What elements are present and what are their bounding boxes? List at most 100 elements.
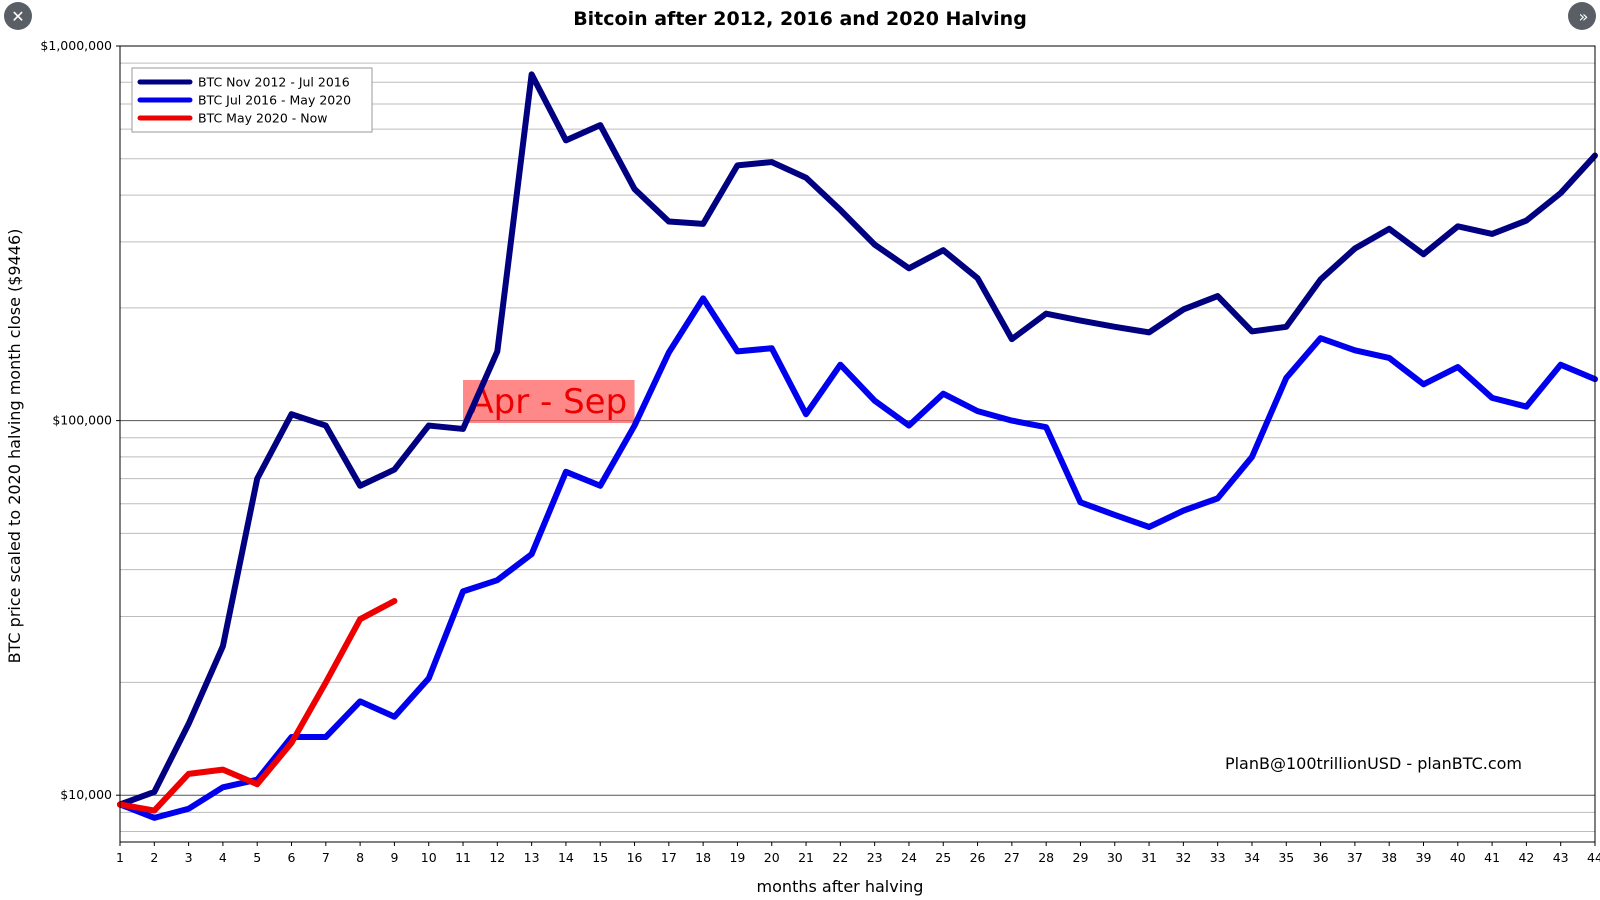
x-tick-label: 33 [1210, 850, 1226, 865]
x-tick-label: 15 [592, 850, 608, 865]
next-button[interactable]: ›› [1568, 2, 1596, 30]
data-point [152, 809, 156, 813]
data-point [1216, 496, 1220, 500]
data-point [1147, 525, 1151, 529]
data-point [1147, 330, 1151, 334]
data-point [427, 424, 431, 428]
data-point [1490, 232, 1494, 236]
data-point [255, 782, 259, 786]
data-point [152, 790, 156, 794]
x-tick-label: 44 [1587, 850, 1600, 865]
data-point [1319, 278, 1323, 282]
y-tick-label: $10,000 [60, 787, 112, 802]
x-tick-label: 38 [1381, 850, 1397, 865]
data-point [290, 412, 294, 416]
x-tick-label: 42 [1518, 850, 1534, 865]
x-tick-label: 2 [150, 850, 158, 865]
data-point [976, 409, 980, 413]
data-point [1456, 224, 1460, 228]
chart-title: Bitcoin after 2012, 2016 and 2020 Halvin… [573, 8, 1027, 30]
x-tick-label: 29 [1073, 850, 1089, 865]
x-tick-label: 25 [935, 850, 951, 865]
data-point [598, 484, 602, 488]
data-point [1284, 325, 1288, 329]
data-point [1250, 455, 1254, 459]
x-tick-label: 21 [798, 850, 814, 865]
data-point [873, 399, 877, 403]
x-tick-label: 11 [455, 850, 471, 865]
x-tick-label: 40 [1450, 850, 1466, 865]
data-point [1113, 513, 1117, 517]
data-point [804, 412, 808, 416]
data-point [461, 427, 465, 431]
credit-text: PlanB@100trillionUSD - planBTC.com [1225, 754, 1522, 773]
data-point [907, 424, 911, 428]
data-point [941, 248, 945, 252]
data-point [1250, 329, 1254, 333]
data-point [598, 123, 602, 127]
data-point [1353, 348, 1357, 352]
x-axis-ticks: 1 2 3 4 5 6 7 8 9 10 11 12 13 14 15 16 17 18 19 20 21 22 23 24 2… [116, 842, 1600, 865]
legend-label: BTC May 2020 - Now [198, 111, 328, 126]
data-point [1078, 500, 1082, 504]
close-icon: ✕ [11, 6, 25, 26]
x-tick-label: 36 [1313, 850, 1329, 865]
data-point [1456, 365, 1460, 369]
data-point [1524, 219, 1528, 223]
data-point [770, 160, 774, 164]
x-tick-label: 26 [970, 850, 986, 865]
data-point [701, 222, 705, 226]
data-point [495, 349, 499, 353]
x-tick-label: 16 [627, 850, 643, 865]
data-point [187, 772, 191, 776]
close-button[interactable]: ✕ [4, 2, 32, 30]
data-point [358, 617, 362, 621]
x-tick-label: 37 [1347, 850, 1363, 865]
x-tick-label: 13 [524, 850, 540, 865]
x-tick-label: 3 [185, 850, 193, 865]
data-point [1387, 227, 1391, 231]
legend: BTC Nov 2012 - Jul 2016 BTC Jul 2016 - Ma… [131, 67, 373, 133]
x-tick-label: 18 [695, 850, 711, 865]
data-point [838, 208, 842, 212]
data-point [152, 816, 156, 820]
legend-label: BTC Nov 2012 - Jul 2016 [198, 75, 350, 90]
x-tick-label: 17 [661, 850, 677, 865]
data-point [530, 72, 534, 76]
data-point [1010, 337, 1014, 341]
annotation-box [463, 380, 635, 423]
y-axis-label: BTC price scaled to 2020 halving month c… [5, 229, 24, 664]
x-tick-label: 28 [1038, 850, 1054, 865]
x-tick-label: 4 [219, 850, 227, 865]
x-tick-label: 24 [901, 850, 917, 865]
x-axis-label: months after halving [757, 877, 924, 896]
data-point [1044, 425, 1048, 429]
data-point [1319, 336, 1323, 340]
double-chevron-right-icon: ›› [1578, 6, 1589, 26]
data-point [667, 220, 671, 224]
x-tick-label: 12 [489, 850, 505, 865]
x-tick-label: 23 [867, 850, 883, 865]
data-point [1181, 307, 1185, 311]
annotation: Apr - Sep [463, 380, 635, 423]
x-tick-label: 30 [1107, 850, 1123, 865]
data-point [564, 470, 568, 474]
data-point [358, 699, 362, 703]
x-tick-label: 5 [253, 850, 261, 865]
data-point [1010, 419, 1014, 423]
data-point [735, 349, 739, 353]
y-tick-label: $1,000,000 [40, 38, 112, 53]
data-point [1524, 405, 1528, 409]
data-point [1353, 247, 1357, 251]
x-tick-label: 14 [558, 850, 574, 865]
data-point [221, 768, 225, 772]
x-tick-label: 43 [1553, 850, 1569, 865]
x-tick-label: 7 [322, 850, 330, 865]
data-point [907, 266, 911, 270]
x-tick-label: 34 [1244, 850, 1260, 865]
data-point [735, 163, 739, 167]
x-tick-label: 20 [764, 850, 780, 865]
data-point [427, 676, 431, 680]
data-point [1490, 396, 1494, 400]
data-point [255, 477, 259, 481]
